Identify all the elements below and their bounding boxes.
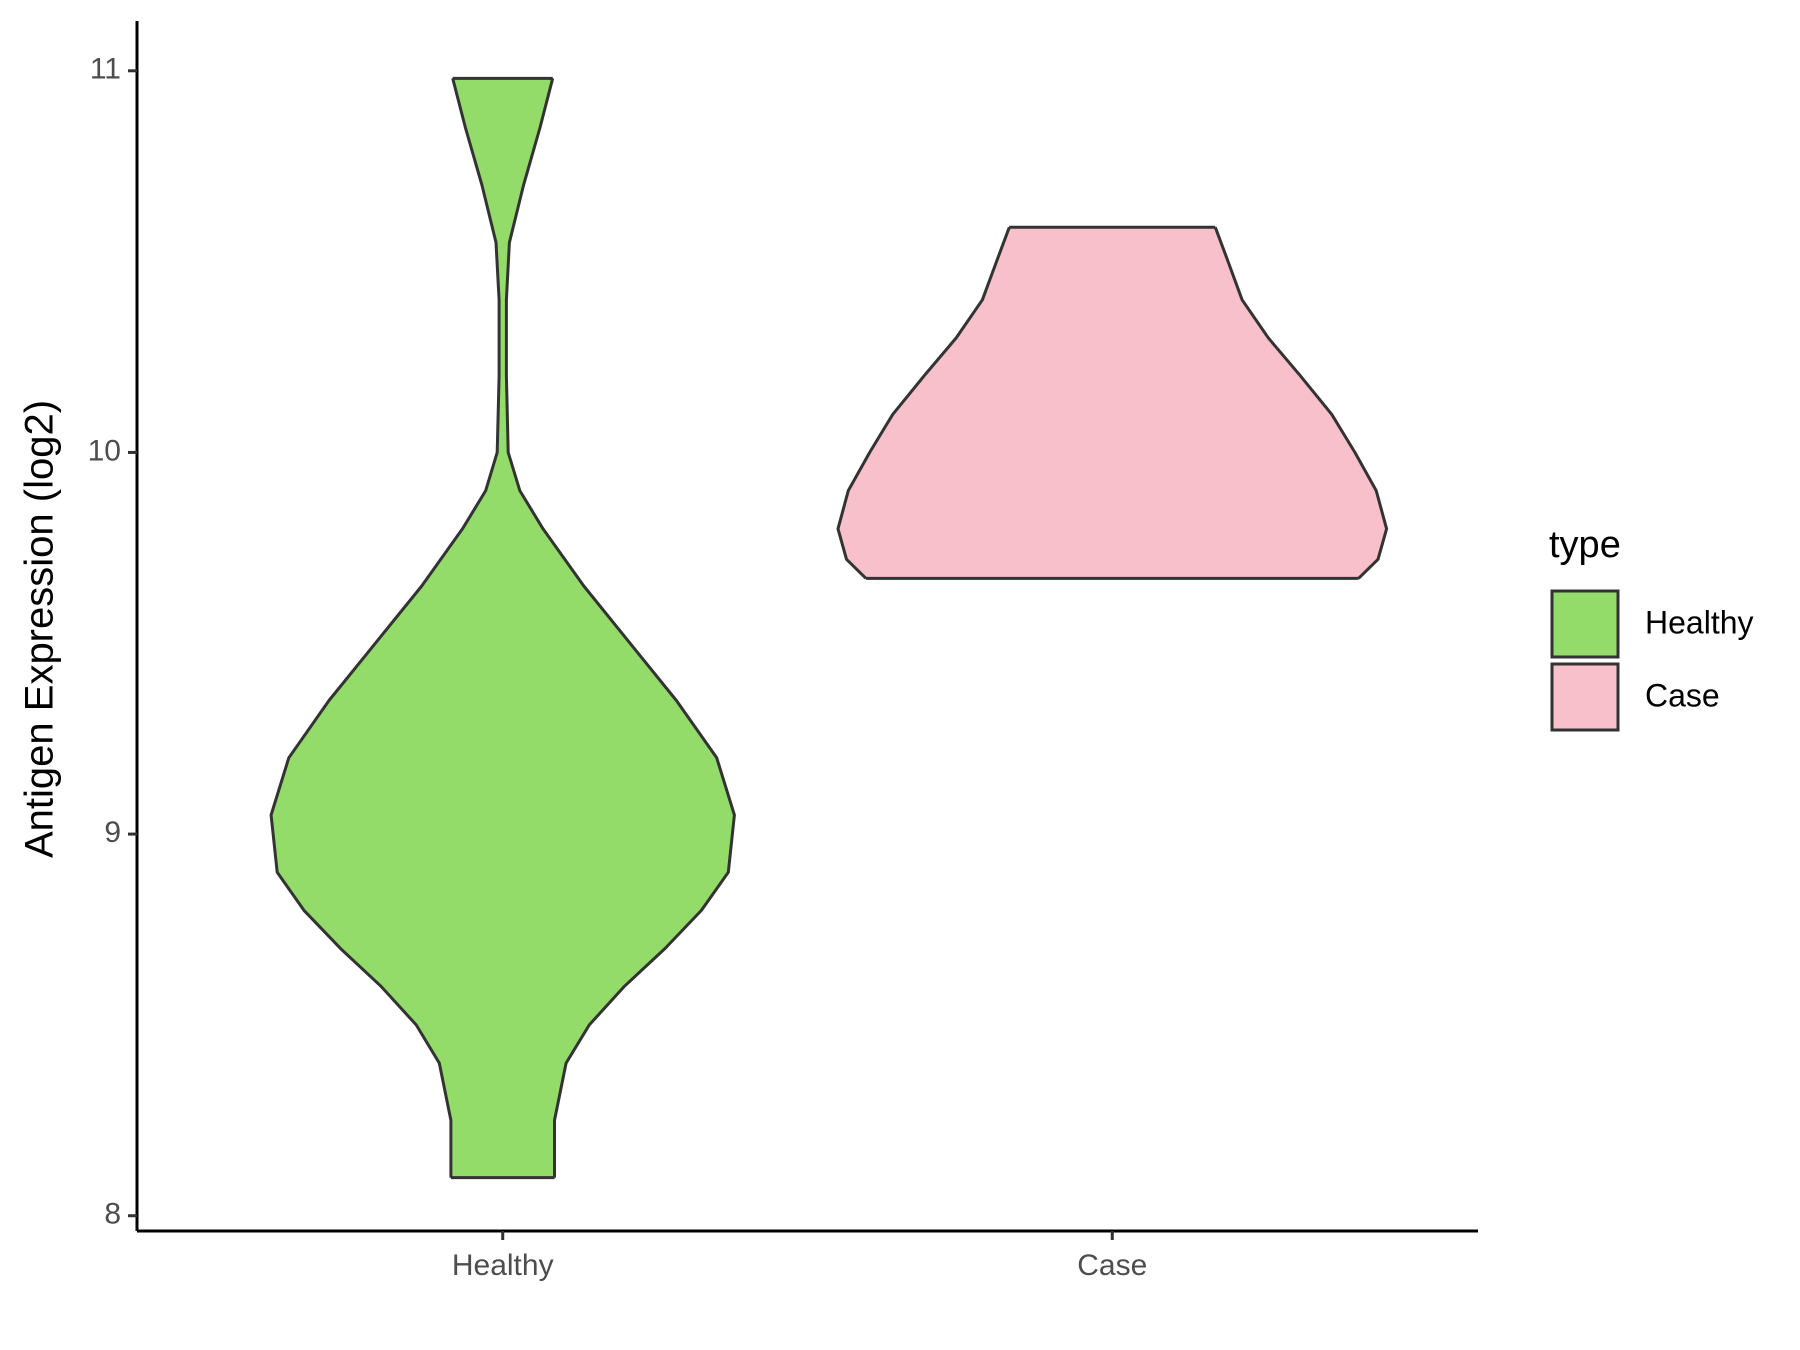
x-tick-label: Healthy: [452, 1249, 554, 1282]
violin-half: [837, 226, 1113, 579]
violin-outline: [1213, 226, 1389, 580]
violin-outline: [269, 78, 501, 1178]
legend-label: Healthy: [1645, 604, 1754, 640]
x-tick-label: Case: [1077, 1249, 1147, 1282]
violin-outline: [504, 78, 736, 1178]
y-axis-title: Antigen Expression (log2): [18, 400, 62, 858]
legend-title: type: [1549, 524, 1621, 566]
y-tick-label: 8: [104, 1198, 121, 1231]
violin-half: [1111, 226, 1388, 579]
legend-key: [1550, 662, 1620, 732]
legend-label: Case: [1645, 677, 1720, 713]
violin-outline: [836, 226, 1011, 580]
y-tick-label: 11: [90, 53, 121, 86]
legend-key: [1550, 589, 1620, 659]
y-tick-label: 10: [88, 434, 121, 467]
y-tick-label: 9: [104, 816, 121, 849]
